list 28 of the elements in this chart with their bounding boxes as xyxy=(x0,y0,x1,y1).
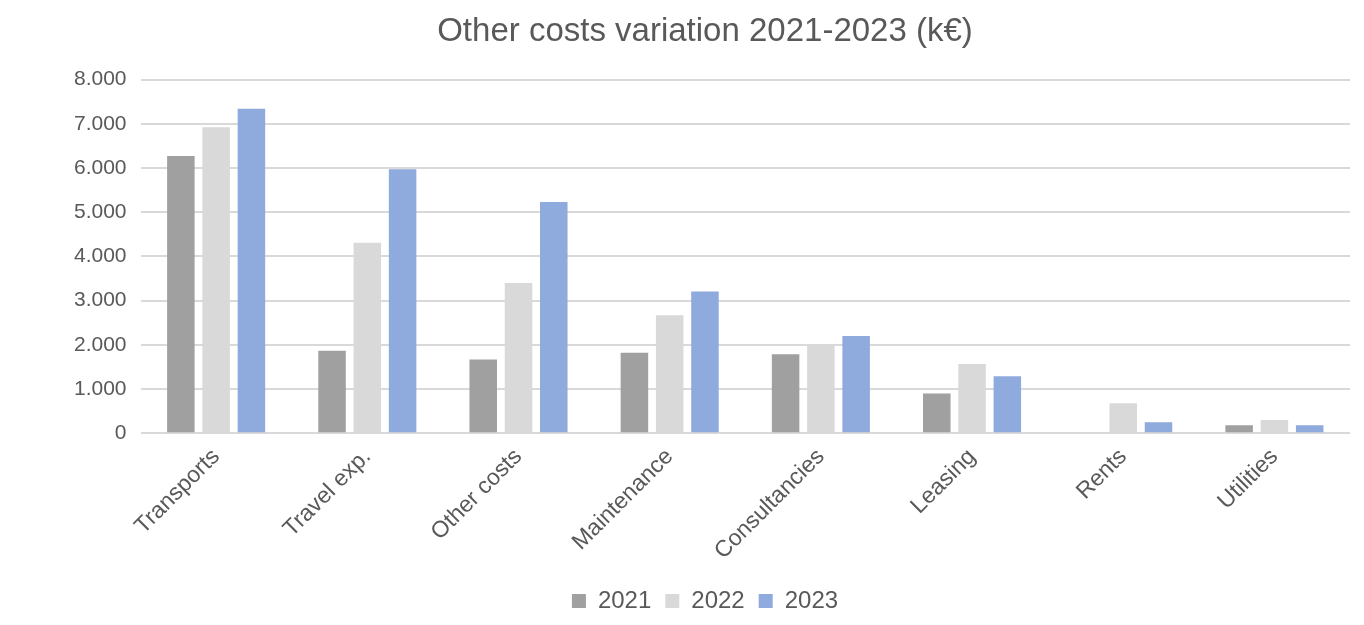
bar xyxy=(540,202,568,433)
bar xyxy=(923,393,951,433)
y-tick-label: 7.000 xyxy=(73,110,127,134)
bar xyxy=(691,291,719,433)
y-tick-label: 2.000 xyxy=(73,331,127,355)
y-tick-label: 8.000 xyxy=(73,66,127,90)
bar xyxy=(469,359,497,433)
y-tick-label: 6.000 xyxy=(73,154,127,178)
y-tick-label: 5.000 xyxy=(73,199,127,223)
bar xyxy=(1225,425,1253,433)
legend-label: 2023 xyxy=(784,585,839,613)
bar xyxy=(993,376,1022,433)
bar xyxy=(771,354,800,433)
bar xyxy=(318,350,346,433)
bar xyxy=(1144,422,1173,433)
bar xyxy=(237,108,266,433)
bar xyxy=(842,336,870,433)
legend-label: 2021 xyxy=(597,585,652,613)
y-tick-label: 0 xyxy=(114,420,127,444)
bar xyxy=(167,156,195,433)
y-tick-label: 3.000 xyxy=(73,287,127,311)
bar xyxy=(1295,425,1324,433)
legend-label: 2022 xyxy=(691,585,745,613)
chart-title: Other costs variation 2021-2023 (k€) xyxy=(437,10,973,48)
y-tick-label: 4.000 xyxy=(73,243,127,267)
bar xyxy=(620,352,649,433)
bar xyxy=(388,169,417,433)
y-tick-label: 1.000 xyxy=(73,375,127,399)
